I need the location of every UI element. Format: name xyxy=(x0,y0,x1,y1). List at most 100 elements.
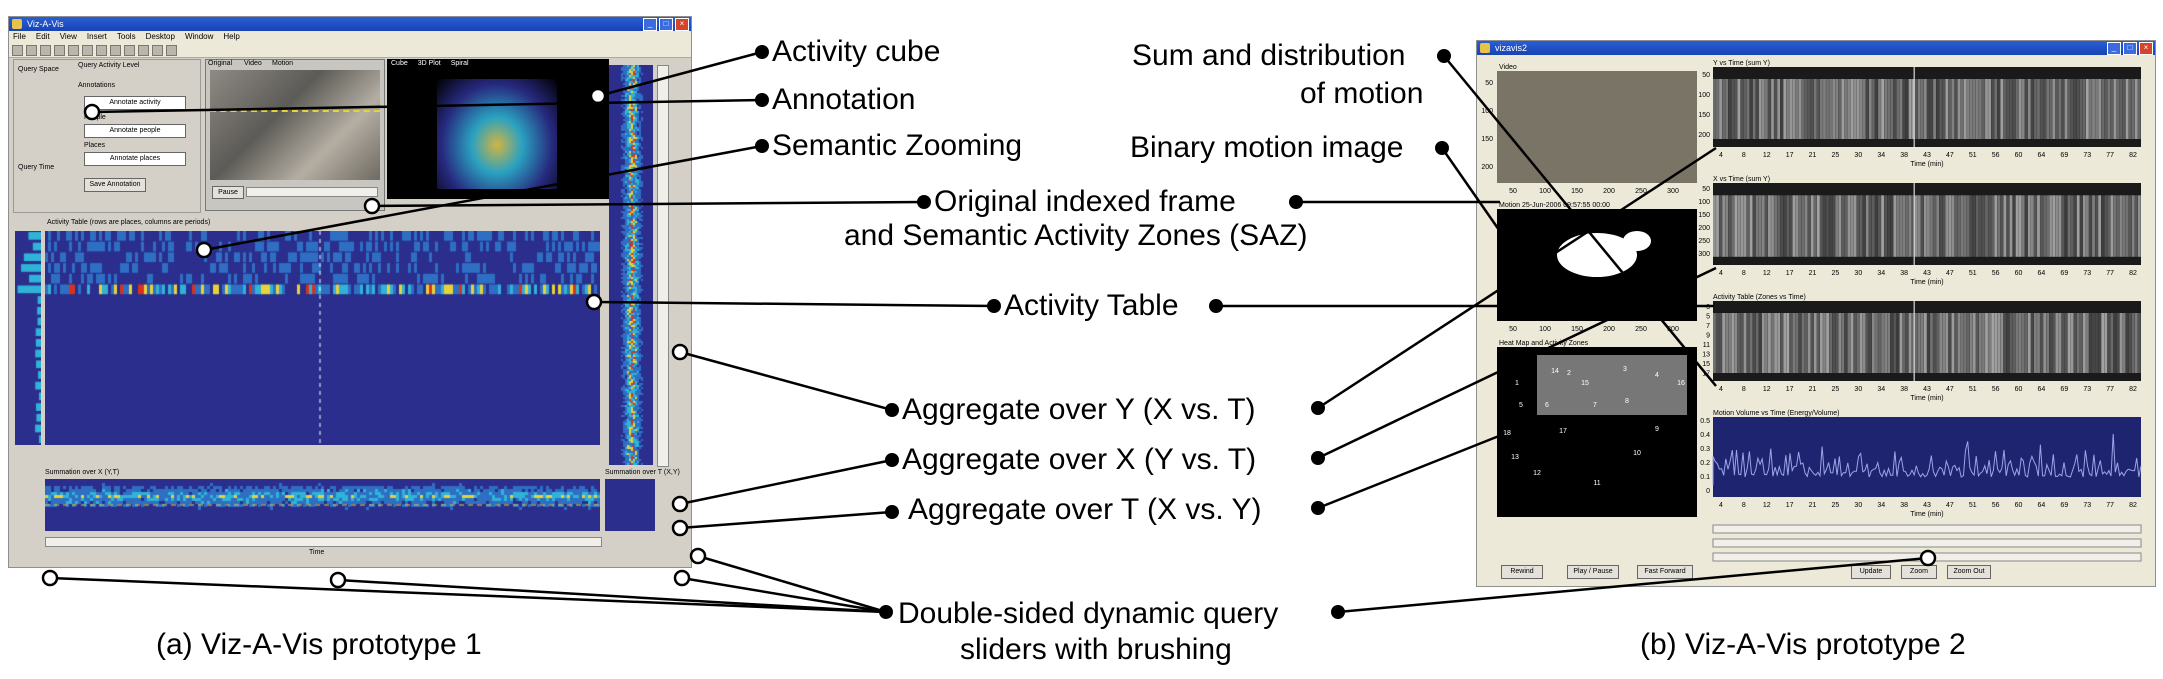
intensity-column xyxy=(1807,195,1811,257)
colorbar-icon[interactable] xyxy=(152,44,163,56)
annotate-activity-field[interactable]: Annotate activity xyxy=(84,96,186,110)
pan-icon[interactable] xyxy=(110,44,121,56)
summation-over-t-vertical[interactable] xyxy=(609,65,653,465)
query-slider-2[interactable] xyxy=(1712,538,2142,548)
time-x-tick: 64 xyxy=(2038,502,2046,509)
menu-item-tools[interactable]: Tools xyxy=(116,32,136,41)
intensity-column xyxy=(1957,195,1961,257)
zone-number-3: 3 xyxy=(1623,366,1627,373)
view-cube-radio[interactable]: Cube xyxy=(391,60,408,67)
fast-forward-button[interactable]: Fast Forward xyxy=(1637,565,1693,579)
anchor-ring xyxy=(363,197,381,215)
xvt-y-tick: 250 xyxy=(1698,238,1710,245)
intensity-column xyxy=(1896,79,1900,139)
intensity-column xyxy=(1893,313,1897,373)
play-pause-button[interactable]: Play / Pause xyxy=(1567,565,1619,579)
menu-item-file[interactable]: File xyxy=(13,32,26,41)
open-icon[interactable] xyxy=(26,44,37,56)
intensity-column xyxy=(1728,195,1732,257)
pointer-icon[interactable] xyxy=(68,44,79,56)
activity-table-heatmap[interactable] xyxy=(45,231,600,445)
callout-dot xyxy=(987,299,1001,313)
rotate-icon[interactable] xyxy=(124,44,135,56)
close-button[interactable]: × xyxy=(2139,42,2153,55)
view-spiral-radio[interactable]: Spiral xyxy=(450,60,469,67)
callout-aggregate-y: Aggregate over Y (X vs. T) xyxy=(902,393,1256,426)
binary-x-tick: 100 xyxy=(1539,326,1551,333)
print-icon[interactable] xyxy=(54,44,65,56)
time-x-tick: 73 xyxy=(2083,152,2091,159)
save-annotation-button[interactable]: Save Annotation xyxy=(84,178,146,192)
anchor-ring xyxy=(671,519,689,537)
intensity-column xyxy=(2003,79,2007,139)
intensity-column xyxy=(2131,79,2135,139)
intensity-column xyxy=(1786,313,1790,373)
intensity-column xyxy=(1761,313,1765,373)
annotate-people-field[interactable]: Annotate people xyxy=(84,124,186,138)
time-x-tick: 4 xyxy=(1719,152,1723,159)
intensity-column xyxy=(1939,313,1943,373)
intensity-column xyxy=(1713,79,1716,139)
maximize-button[interactable]: □ xyxy=(2123,42,2137,55)
minimize-button[interactable]: _ xyxy=(643,18,657,31)
new-icon[interactable] xyxy=(12,44,23,56)
time-axis-label: Time (min) xyxy=(1910,395,1943,402)
callout-original-frame-2: and Semantic Activity Zones (SAZ) xyxy=(844,219,1308,252)
menu-item-desktop[interactable]: Desktop xyxy=(145,32,175,41)
legend-icon[interactable] xyxy=(166,44,177,56)
pause-button[interactable]: Pause xyxy=(212,186,244,199)
datacursor-icon[interactable] xyxy=(138,44,149,56)
intensity-column xyxy=(1752,195,1756,257)
intensity-column xyxy=(1734,79,1738,139)
zoom-button[interactable]: Zoom xyxy=(1901,565,1937,579)
video-y-tick: 100 xyxy=(1481,108,1493,115)
query-slider-1[interactable] xyxy=(1712,524,2142,534)
zoom-in-icon[interactable] xyxy=(82,44,93,56)
intensity-column xyxy=(1881,195,1884,257)
place-histogram xyxy=(15,231,41,445)
zoom-out-icon[interactable] xyxy=(96,44,107,56)
intensity-column xyxy=(1957,79,1961,139)
annotate-places-field[interactable]: Annotate places xyxy=(84,152,186,166)
view-video-radio[interactable]: Video xyxy=(244,60,262,67)
intensity-column xyxy=(1966,313,1970,373)
rewind-button[interactable]: Rewind xyxy=(1501,565,1543,579)
intensity-column xyxy=(1875,195,1878,257)
intensity-column xyxy=(2092,79,2095,139)
save-icon[interactable] xyxy=(40,44,51,56)
app-icon xyxy=(12,19,22,29)
callout-aggregate-t: Aggregate over T (X vs. Y) xyxy=(908,493,1262,526)
menu-item-view[interactable]: View xyxy=(59,32,77,41)
intensity-column xyxy=(1768,313,1771,373)
intensity-column xyxy=(1823,313,1826,373)
intensity-column xyxy=(2021,313,2025,373)
intensity-column xyxy=(2018,195,2022,257)
menu-item-edit[interactable]: Edit xyxy=(35,32,50,41)
intensity-column xyxy=(1997,195,2001,257)
intensity-column xyxy=(2012,313,2016,373)
maximize-button[interactable]: □ xyxy=(659,18,673,31)
menu-item-window[interactable]: Window xyxy=(184,32,214,41)
intensity-column xyxy=(2092,195,2095,257)
frame-slider[interactable] xyxy=(246,187,378,197)
summation-over-t-xy[interactable] xyxy=(605,479,655,531)
update-button[interactable]: Update xyxy=(1851,565,1891,579)
intensity-column xyxy=(1997,79,2001,139)
menu-item-help[interactable]: Help xyxy=(223,32,240,41)
query-time-label: Query Time xyxy=(18,164,55,171)
view-motion-radio[interactable]: Motion xyxy=(272,60,294,67)
time-query-slider[interactable] xyxy=(45,537,602,547)
proto1-toolbar xyxy=(9,43,691,58)
minimize-button[interactable]: _ xyxy=(2107,42,2121,55)
intensity-column xyxy=(1985,195,1988,257)
menu-item-insert[interactable]: Insert xyxy=(86,32,107,41)
activity-cube[interactable]: Cube 3D Plot Spiral xyxy=(387,59,609,199)
view-3dplot-radio[interactable]: 3D Plot xyxy=(417,60,441,67)
callout-sum-distribution-2: of motion xyxy=(1300,77,1424,110)
intensity-column xyxy=(1905,313,1909,373)
proto1-titlebar: Viz-A-Vis _ □ × xyxy=(9,17,691,31)
summation-over-x[interactable] xyxy=(45,479,600,531)
zoom-out-button[interactable]: Zoom Out xyxy=(1947,565,1991,579)
intensity-column xyxy=(1994,79,1998,139)
close-button[interactable]: × xyxy=(675,18,689,31)
